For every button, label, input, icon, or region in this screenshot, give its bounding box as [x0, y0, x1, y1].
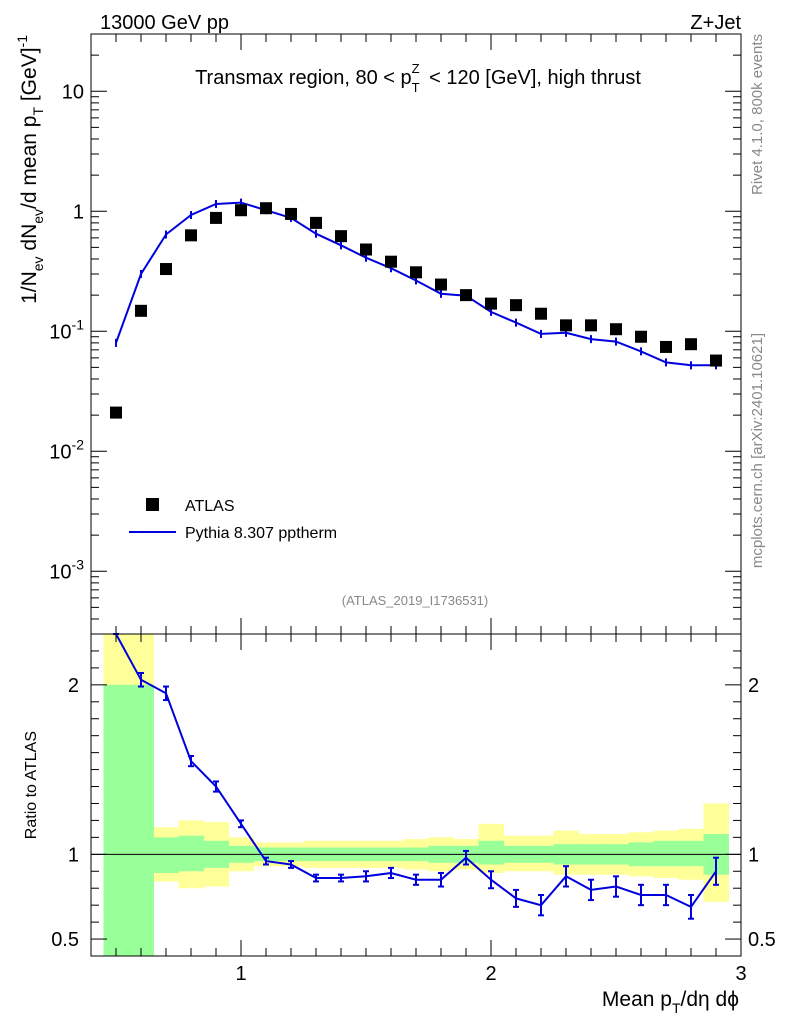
xlabel-part-1: Mean p [602, 988, 672, 1011]
ylabel-sup-minus1: -1 [14, 35, 30, 48]
y-tick-label-base: 10 [49, 441, 71, 463]
atlas-marker [685, 338, 697, 351]
atlas-marker [585, 319, 597, 332]
ratio-tick-label-right: 0.5 [748, 929, 776, 951]
analysis-watermark: (ATLAS_2019_I1736531) [342, 593, 488, 608]
ratio-band-inner [478, 840, 504, 865]
atlas-marker [510, 299, 522, 312]
legend-atlas-label: ATLAS [185, 498, 235, 515]
atlas-marker [160, 263, 172, 276]
atlas-marker [710, 354, 722, 367]
x-axis-label: Mean pT/dη dϕ [602, 988, 739, 1016]
ratio-tick-label-left: 2 [68, 675, 79, 697]
ratio-band-inner [653, 840, 679, 867]
legend: ATLAS Pythia 8.307 pptherm [129, 498, 337, 542]
atlas-marker [435, 278, 447, 291]
rivet-version-label: Rivet 4.1.0, 800k events [749, 34, 766, 195]
atlas-marker [360, 243, 372, 256]
main-y-axis-label: 1/Nev dNev/d mean pT [GeV]-1 [14, 35, 46, 304]
xlabel-sub-t: T [672, 1000, 681, 1016]
ylabel-part-1: 1/N [18, 271, 41, 304]
atlas-markers [110, 202, 722, 419]
atlas-marker [110, 406, 122, 419]
process-label: Z+Jet [690, 12, 741, 34]
ratio-uncertainty-bands [103, 634, 729, 956]
ratio-band-inner [103, 684, 129, 956]
pythia-curve [115, 201, 716, 367]
ratio-frame [90, 633, 742, 957]
y-tick-label: 10-2 [49, 436, 84, 463]
atlas-marker [485, 297, 497, 310]
x-tick-labels: 1 2 3 [235, 963, 746, 985]
atlas-marker [560, 319, 572, 332]
xlabel-part-2: /dη dϕ [681, 988, 739, 1011]
title-part-1: Transmax region, 80 < p [195, 67, 412, 89]
ylabel-part-4: [GeV] [18, 47, 41, 107]
y-tick-label-base: 10 [49, 561, 71, 583]
atlas-marker [460, 289, 472, 302]
ratio-y-axis-label: Ratio to ATLAS [23, 731, 40, 839]
atlas-marker [310, 216, 322, 229]
atlas-marker [235, 204, 247, 217]
atlas-marker [185, 229, 197, 242]
x-tick-label: 3 [735, 963, 746, 985]
ratio-band-inner [178, 835, 204, 872]
atlas-marker [260, 202, 272, 215]
atlas-marker [335, 230, 347, 243]
ylabel-sub-ev-2: ev [30, 209, 46, 224]
atlas-marker [410, 266, 422, 279]
atlas-marker [285, 207, 297, 220]
ratio-panel: 0.5 0.5 1 1 2 2 1 2 3 Ratio to ATLAS Mean pT/dη… [23, 633, 776, 1016]
ylabel-sub-t: T [30, 107, 46, 116]
ratio-curve [115, 633, 717, 909]
y-tick-label: 10-1 [49, 316, 84, 343]
title-sup-z: Z [412, 61, 420, 76]
x-tick-label: 2 [485, 963, 496, 985]
mcplots-label: mcplots.cern.ch [arXiv:2401.10621] [749, 333, 766, 568]
ylabel-part-3: /d mean p [18, 116, 41, 209]
legend-pythia-label: Pythia 8.307 pptherm [185, 525, 337, 542]
atlas-marker [385, 255, 397, 268]
atlas-marker [660, 340, 672, 353]
main-error-bars [115, 198, 717, 370]
atlas-marker [610, 323, 622, 336]
y-tick-label-exp: -1 [72, 316, 85, 332]
x-tick-label: 1 [235, 963, 246, 985]
y-tick-label: 10 [62, 81, 84, 103]
title-part-2: < 120 [GeV], high thrust [424, 67, 642, 89]
ylabel-part-2: dN [18, 224, 41, 257]
ratio-band-inner [128, 684, 154, 956]
ratio-band-inner [153, 837, 179, 873]
atlas-marker [635, 330, 647, 343]
legend-atlas-marker [146, 498, 159, 511]
y-tick-label-exp: -3 [72, 556, 85, 572]
ylabel-sub-ev-1: ev [30, 256, 46, 271]
atlas-marker [535, 307, 547, 320]
y-tick-label: 10-3 [49, 556, 84, 583]
atlas-marker [135, 304, 147, 317]
ratio-axis-ticks [90, 633, 742, 957]
ratio-y-tick-labels: 0.5 0.5 1 1 2 2 [51, 675, 776, 951]
title-sub-t: T [412, 80, 420, 95]
ratio-tick-label-right: 1 [748, 844, 759, 866]
ratio-tick-label-left: 1 [68, 844, 79, 866]
energy-label: 13000 GeV pp [100, 12, 229, 34]
atlas-marker [210, 211, 222, 224]
ratio-band-inner [678, 840, 704, 867]
y-tick-label-exp: -2 [72, 436, 85, 452]
ratio-tick-label-right: 2 [748, 675, 759, 697]
y-tick-label: 1 [73, 201, 84, 223]
main-axis-ticks [90, 33, 742, 635]
y-tick-label-base: 10 [49, 321, 71, 343]
chart-title: Transmax region, 80 < pTZ < 120 [GeV], h… [195, 61, 641, 95]
ratio-tick-label-left: 0.5 [51, 929, 79, 951]
